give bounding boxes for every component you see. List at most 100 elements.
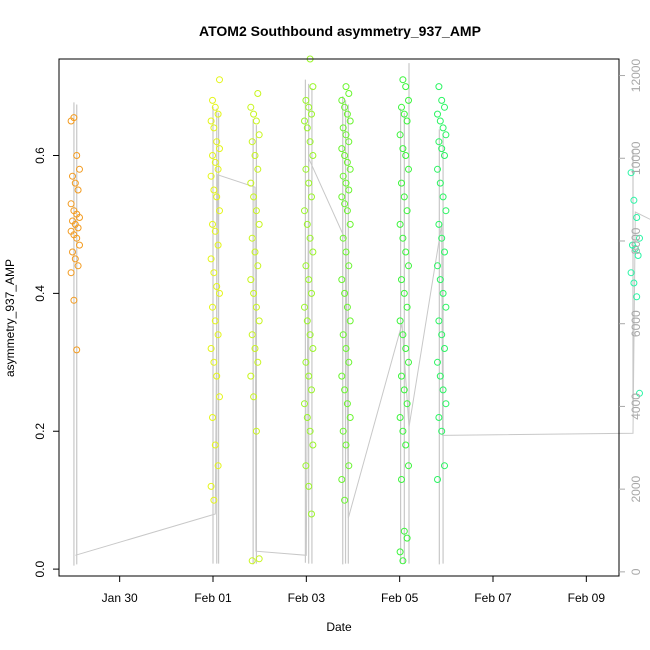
y2-tick-label: 8000 bbox=[629, 227, 643, 254]
data-point bbox=[74, 262, 82, 270]
data-point bbox=[207, 482, 215, 490]
data-point bbox=[207, 345, 215, 352]
data-point bbox=[441, 103, 448, 111]
data-point bbox=[216, 76, 223, 84]
data-point bbox=[342, 441, 350, 449]
data-point bbox=[633, 214, 641, 221]
data-point bbox=[250, 110, 258, 118]
data-point bbox=[636, 389, 643, 397]
data-point bbox=[248, 138, 256, 146]
data-point bbox=[209, 152, 216, 159]
data-point bbox=[338, 276, 346, 284]
data-point bbox=[71, 179, 79, 187]
data-point bbox=[306, 331, 314, 339]
data-point bbox=[342, 345, 350, 352]
data-point bbox=[405, 462, 412, 470]
data-point bbox=[403, 303, 411, 311]
data-point bbox=[254, 90, 262, 97]
data-point bbox=[403, 117, 411, 125]
data-point bbox=[76, 165, 83, 173]
data-point bbox=[301, 207, 308, 215]
data-point bbox=[250, 289, 258, 297]
data-point bbox=[306, 138, 314, 146]
data-point bbox=[441, 345, 448, 352]
data-point bbox=[210, 496, 218, 504]
data-point bbox=[346, 117, 354, 125]
data-point bbox=[438, 96, 446, 104]
data-point bbox=[438, 331, 446, 339]
data-point bbox=[435, 138, 443, 146]
data-point bbox=[396, 131, 404, 139]
data-point bbox=[211, 441, 219, 449]
data-point bbox=[339, 172, 347, 180]
data-point bbox=[305, 103, 313, 111]
data-point bbox=[442, 400, 450, 408]
x-tick-label: Feb 01 bbox=[194, 591, 232, 605]
x-tick-label: Feb 09 bbox=[568, 591, 606, 605]
data-point bbox=[71, 255, 79, 263]
data-point bbox=[345, 138, 353, 146]
data-point bbox=[301, 117, 308, 125]
data-point bbox=[303, 414, 311, 421]
data-point bbox=[436, 117, 444, 125]
data-point bbox=[345, 462, 353, 470]
data-point bbox=[213, 283, 221, 290]
data-point bbox=[254, 165, 262, 173]
data-point bbox=[634, 252, 642, 259]
data-point bbox=[214, 331, 222, 339]
data-point bbox=[211, 158, 219, 166]
data-point bbox=[396, 548, 404, 556]
data-point bbox=[435, 414, 443, 421]
data-point bbox=[636, 234, 643, 242]
data-point bbox=[341, 152, 349, 159]
data-point bbox=[398, 372, 405, 380]
data-point bbox=[342, 83, 350, 91]
data-point bbox=[633, 293, 641, 301]
y-tick-label: 0.4 bbox=[33, 285, 47, 302]
y2-axis: 0 2000 4000 6000 8000 10000 12000 bbox=[619, 59, 643, 575]
data-point bbox=[345, 186, 353, 194]
data-point bbox=[403, 207, 411, 215]
data-point bbox=[405, 165, 412, 173]
y2-tick-label: 12000 bbox=[629, 59, 643, 93]
data-point bbox=[252, 117, 260, 125]
data-point bbox=[252, 303, 260, 311]
data-point bbox=[76, 214, 83, 221]
data-point bbox=[630, 196, 638, 204]
data-point bbox=[346, 317, 354, 325]
data-point bbox=[70, 114, 78, 122]
data-point bbox=[402, 152, 410, 159]
x-tick-label: Feb 07 bbox=[474, 591, 512, 605]
data-point bbox=[211, 227, 219, 235]
data-point bbox=[339, 331, 347, 339]
data-point bbox=[434, 358, 441, 366]
data-point bbox=[338, 372, 346, 380]
data-point bbox=[343, 110, 351, 118]
data-point bbox=[73, 152, 81, 159]
data-point bbox=[250, 393, 258, 401]
data-point bbox=[403, 400, 411, 408]
data-point bbox=[209, 96, 216, 104]
data-point bbox=[342, 131, 350, 139]
data-point bbox=[438, 145, 446, 153]
y2-tick-label: 0 bbox=[629, 568, 643, 575]
data-point bbox=[441, 248, 448, 256]
data-point bbox=[74, 224, 82, 232]
data-point bbox=[251, 248, 259, 256]
data-point bbox=[399, 145, 407, 153]
data-point bbox=[210, 269, 218, 277]
data-point bbox=[403, 534, 411, 542]
data-point bbox=[436, 179, 444, 187]
x-tick-label: Feb 03 bbox=[288, 591, 326, 605]
data-point bbox=[343, 158, 351, 166]
data-point bbox=[252, 207, 260, 215]
data-point bbox=[439, 193, 447, 201]
data-point bbox=[339, 124, 347, 132]
data-point bbox=[255, 555, 263, 563]
data-point bbox=[396, 317, 404, 325]
y-tick-label: 0.0 bbox=[33, 560, 47, 577]
x-tick-label: Feb 05 bbox=[381, 591, 419, 605]
data-point bbox=[308, 386, 315, 394]
data-point bbox=[247, 103, 255, 111]
data-point bbox=[308, 193, 315, 201]
